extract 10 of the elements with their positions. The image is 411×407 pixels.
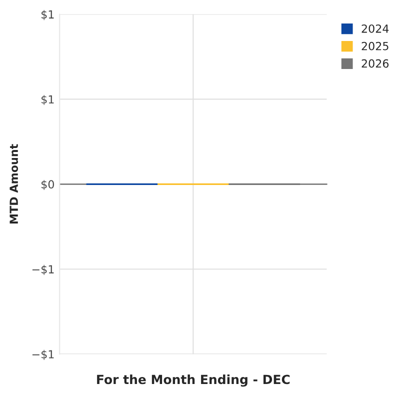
y-tick-label: $1	[42, 10, 54, 20]
y-axis-title: MTD Amount	[10, 144, 18, 224]
legend-label: 2025	[362, 42, 388, 50]
legend-label: 2026	[362, 59, 389, 68]
x-axis-title: For the Month Ending - DEC	[97, 374, 290, 387]
y-tick-label: $0	[42, 180, 54, 190]
legend-label: 2024	[362, 24, 389, 33]
y-tick-label: $1	[42, 94, 54, 106]
y-tick-label: −$1	[32, 264, 54, 275]
y-tick-label: −$1	[32, 350, 54, 360]
